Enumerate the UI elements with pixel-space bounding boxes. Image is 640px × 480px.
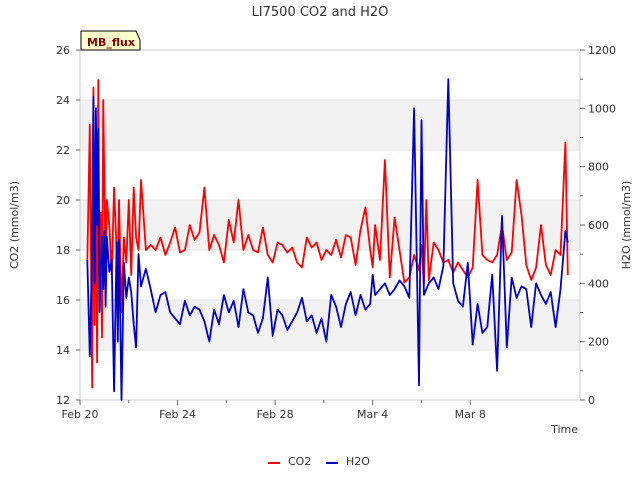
site-tag-label: MB_flux bbox=[87, 36, 135, 49]
series-line-co2 bbox=[86, 79, 569, 389]
x-axis-label: Time bbox=[550, 423, 578, 436]
chart-title: LI7500 CO2 and H2O bbox=[252, 5, 389, 20]
left-tick-label: 12 bbox=[56, 394, 70, 407]
x-axis-ticks: Feb 20 Feb 24 Feb 28 Mar 4 Mar 8 bbox=[62, 400, 486, 421]
series-line-h2o bbox=[86, 78, 569, 401]
left-tick-label: 24 bbox=[56, 94, 70, 107]
right-tick-label: 800 bbox=[588, 161, 609, 174]
x-tick-label: Feb 24 bbox=[159, 408, 196, 421]
right-tick-label: 1200 bbox=[588, 44, 616, 57]
right-tick-label: 0 bbox=[588, 394, 595, 407]
x-tick-label: Feb 28 bbox=[257, 408, 294, 421]
site-tag: MB_flux bbox=[80, 30, 141, 51]
series-layer bbox=[86, 78, 569, 401]
left-tick-label: 18 bbox=[56, 244, 70, 257]
x-tick-label: Feb 20 bbox=[62, 408, 99, 421]
right-tick-label: 1000 bbox=[588, 102, 616, 115]
left-tick-label: 26 bbox=[56, 44, 70, 57]
left-tick-label: 22 bbox=[56, 144, 70, 157]
left-tick-label: 14 bbox=[56, 344, 70, 357]
right-tick-label: 600 bbox=[588, 219, 609, 232]
left-tick-label: 16 bbox=[56, 294, 70, 307]
legend-label-h2o: H2O bbox=[346, 455, 370, 468]
x-tick-label: Mar 8 bbox=[455, 408, 486, 421]
y-axis-left-label: CO2 (mmol/m3) bbox=[8, 181, 21, 269]
grid-band bbox=[80, 200, 580, 250]
legend: CO2 H2O bbox=[268, 455, 370, 468]
grid-band bbox=[80, 100, 580, 150]
right-tick-label: 400 bbox=[588, 277, 609, 290]
right-tick-label: 200 bbox=[588, 336, 609, 349]
right-axis-ticks: 0 200 400 600 800 1000 1200 bbox=[580, 44, 616, 407]
legend-label-co2: CO2 bbox=[288, 455, 311, 468]
left-axis-ticks: 12 14 16 18 20 22 24 26 bbox=[56, 44, 80, 407]
site-tag-box bbox=[80, 30, 141, 51]
left-tick-label: 20 bbox=[56, 194, 70, 207]
x-tick-label: Mar 4 bbox=[357, 408, 388, 421]
y-axis-right-label: H2O (mmol/m3) bbox=[620, 181, 633, 270]
